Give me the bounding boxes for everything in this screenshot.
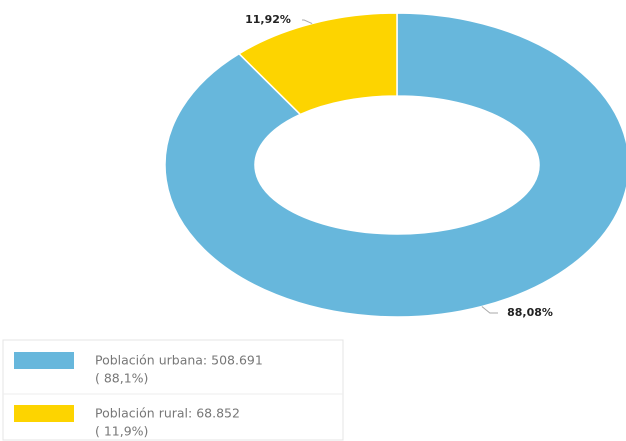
legend-box: [2, 339, 344, 441]
slice-label: 11,92%: [245, 13, 291, 26]
donut-slice: [164, 12, 626, 318]
label-leader: [302, 19, 313, 24]
slice-label: 88,08%: [507, 306, 553, 319]
legend-swatch: [14, 352, 74, 369]
label-leader: [481, 306, 498, 314]
legend-swatch: [14, 405, 74, 422]
legend-sublabel: ( 11,9%): [95, 424, 148, 439]
legend-label: Población urbana: 508.691: [95, 353, 263, 368]
legend-sublabel: ( 88,1%): [95, 371, 148, 386]
donut-slice: [237, 12, 398, 116]
legend-label: Población rural: 68.852: [95, 406, 240, 421]
